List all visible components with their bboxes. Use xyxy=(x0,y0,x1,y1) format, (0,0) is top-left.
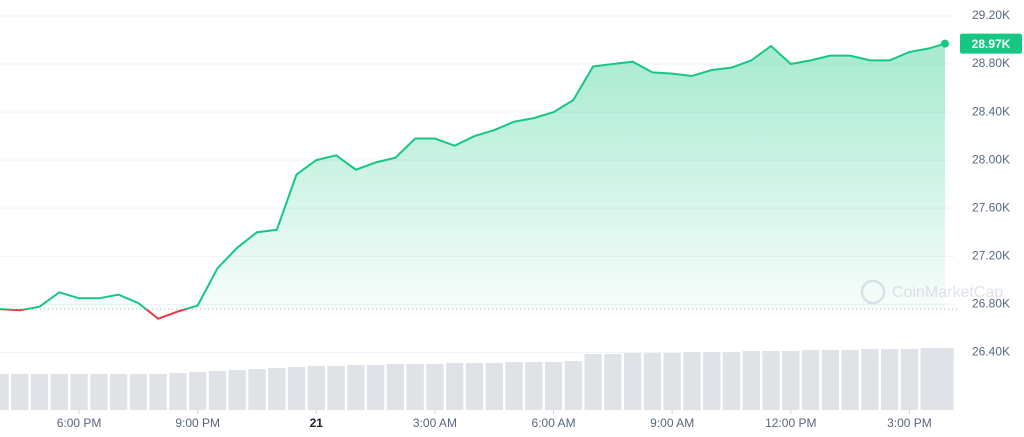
volume-bar xyxy=(465,363,484,410)
volume-bar xyxy=(485,363,503,410)
volume-bar xyxy=(584,354,602,410)
x-tick-label: 12:00 PM xyxy=(765,416,816,430)
volume-bar xyxy=(30,374,49,410)
last-price-label: 28.97K xyxy=(972,37,1011,51)
volume-bar xyxy=(149,374,167,410)
y-tick-label: 27.60K xyxy=(972,200,1010,214)
y-tick-label: 27.20K xyxy=(972,248,1010,262)
y-tick-label: 28.40K xyxy=(972,104,1010,118)
volume-bar xyxy=(11,374,29,410)
volume-bar xyxy=(564,361,582,410)
volume-bar xyxy=(446,363,464,410)
volume-bar xyxy=(762,351,780,410)
volume-bar xyxy=(936,348,954,410)
volume-bar xyxy=(900,349,919,410)
volume-bar xyxy=(525,362,543,410)
price-area xyxy=(26,43,945,310)
watermark: CoinMarketCap xyxy=(860,279,1003,305)
volume-bar xyxy=(50,374,68,410)
volume-bar xyxy=(327,366,345,410)
volume-bar xyxy=(544,362,563,410)
volume-bar xyxy=(169,373,187,410)
volume-bar xyxy=(505,362,523,410)
x-tick-label: 6:00 PM xyxy=(57,416,102,430)
volume-bar xyxy=(268,368,286,410)
volume-bar xyxy=(604,354,622,410)
volume-bar xyxy=(663,353,681,410)
volume-bar xyxy=(248,369,266,410)
x-tick-label: 9:00 AM xyxy=(650,416,694,430)
volume-bar xyxy=(0,374,9,410)
volume-bar xyxy=(228,370,246,410)
watermark-logo xyxy=(860,279,886,305)
volume-bar xyxy=(109,374,128,410)
y-tick-label: 28.00K xyxy=(972,152,1010,166)
volume-bar xyxy=(307,366,325,410)
volume-bar xyxy=(782,351,800,410)
volume-bar xyxy=(347,365,365,410)
volume-bar xyxy=(386,364,405,410)
x-tick-label: 3:00 AM xyxy=(413,416,457,430)
volume-bar xyxy=(623,353,642,410)
price-line-down xyxy=(0,309,190,320)
volume-bar xyxy=(821,350,839,410)
volume-bar xyxy=(70,374,88,410)
volume-bar xyxy=(129,374,148,410)
volume-bar xyxy=(801,350,820,410)
volume-bar xyxy=(643,353,662,410)
volume-bar xyxy=(683,352,701,410)
volume-bar xyxy=(406,364,424,410)
volume-bar xyxy=(287,367,306,410)
volume-bar xyxy=(366,365,385,410)
x-tick-label: 21 xyxy=(310,416,324,430)
x-tick-label: 3:00 PM xyxy=(887,416,932,430)
volume-bar xyxy=(703,352,721,410)
volume-bar xyxy=(841,350,859,410)
last-price-box xyxy=(960,33,1022,54)
volume-bar xyxy=(426,364,444,410)
volume-bar xyxy=(881,349,899,410)
volume-bar xyxy=(189,372,207,410)
volume-bar xyxy=(920,348,938,410)
y-tick-label: 29.20K xyxy=(972,8,1010,22)
y-tick-label: 26.40K xyxy=(972,345,1010,359)
y-tick-label: 28.80K xyxy=(972,56,1010,70)
watermark-text: CoinMarketCap xyxy=(892,284,1003,301)
x-tick-label: 6:00 AM xyxy=(532,416,576,430)
volume-bar xyxy=(208,371,227,410)
volume-bar xyxy=(722,352,741,410)
volume-bar xyxy=(90,374,108,410)
y-tick-label: 26.80K xyxy=(972,296,1010,310)
price-line xyxy=(0,42,946,310)
x-tick-label: 9:00 PM xyxy=(175,416,220,430)
last-point xyxy=(941,39,949,48)
volume-bar xyxy=(861,349,879,410)
volume-bar xyxy=(742,351,760,410)
